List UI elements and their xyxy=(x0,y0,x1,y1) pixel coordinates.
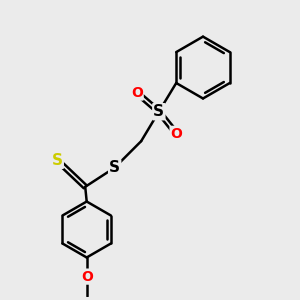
Text: S: S xyxy=(109,160,120,175)
Text: S: S xyxy=(52,153,63,168)
Text: O: O xyxy=(81,270,93,283)
Text: O: O xyxy=(171,127,182,141)
Text: O: O xyxy=(131,85,143,100)
Text: S: S xyxy=(153,104,164,119)
